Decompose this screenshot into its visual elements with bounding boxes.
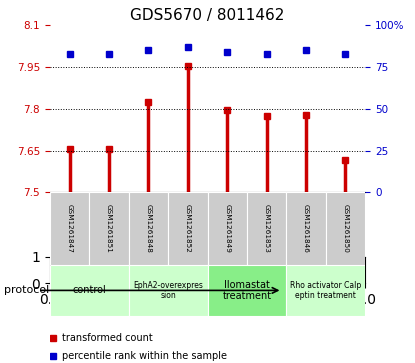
FancyBboxPatch shape [50, 192, 89, 265]
Text: GSM1261849: GSM1261849 [224, 204, 230, 253]
Text: GSM1261848: GSM1261848 [145, 204, 151, 253]
FancyBboxPatch shape [89, 192, 129, 265]
FancyBboxPatch shape [286, 212, 326, 257]
Title: GDS5670 / 8011462: GDS5670 / 8011462 [130, 8, 285, 23]
Text: GSM1261847: GSM1261847 [66, 204, 73, 253]
FancyBboxPatch shape [168, 192, 208, 265]
FancyBboxPatch shape [208, 212, 247, 257]
Text: GSM1261850: GSM1261850 [341, 209, 350, 260]
Text: GSM1261846: GSM1261846 [302, 209, 310, 260]
FancyBboxPatch shape [129, 265, 208, 316]
Text: Ilomastat
treatment: Ilomastat treatment [222, 280, 271, 301]
FancyBboxPatch shape [208, 192, 247, 265]
FancyBboxPatch shape [286, 265, 365, 316]
FancyBboxPatch shape [50, 212, 89, 257]
FancyBboxPatch shape [247, 212, 286, 257]
Text: GSM1261848: GSM1261848 [144, 209, 153, 260]
Text: GSM1261851: GSM1261851 [106, 204, 112, 253]
Text: GSM1261847: GSM1261847 [65, 209, 74, 260]
Text: percentile rank within the sample: percentile rank within the sample [62, 351, 227, 361]
Text: GSM1261846: GSM1261846 [303, 204, 309, 253]
FancyBboxPatch shape [326, 192, 365, 265]
FancyBboxPatch shape [50, 265, 129, 316]
Text: GSM1261849: GSM1261849 [223, 209, 232, 260]
Text: GSM1261853: GSM1261853 [262, 209, 271, 260]
Text: Rho activator Calp
eptin treatment: Rho activator Calp eptin treatment [290, 281, 361, 300]
Text: protocol: protocol [4, 285, 49, 295]
Text: GSM1261851: GSM1261851 [105, 209, 113, 260]
Text: GSM1261853: GSM1261853 [264, 204, 270, 253]
FancyBboxPatch shape [208, 265, 286, 316]
FancyBboxPatch shape [89, 212, 129, 257]
FancyBboxPatch shape [129, 192, 168, 265]
FancyBboxPatch shape [326, 212, 365, 257]
Text: GSM1261852: GSM1261852 [183, 209, 192, 260]
FancyBboxPatch shape [247, 192, 286, 265]
FancyBboxPatch shape [168, 212, 208, 257]
Text: EphA2-overexpres
sion: EphA2-overexpres sion [133, 281, 203, 300]
Text: transformed count: transformed count [62, 333, 153, 343]
Text: GSM1261852: GSM1261852 [185, 204, 191, 253]
Text: GSM1261850: GSM1261850 [342, 204, 349, 253]
FancyBboxPatch shape [286, 192, 326, 265]
FancyBboxPatch shape [129, 212, 168, 257]
Text: control: control [72, 285, 106, 295]
